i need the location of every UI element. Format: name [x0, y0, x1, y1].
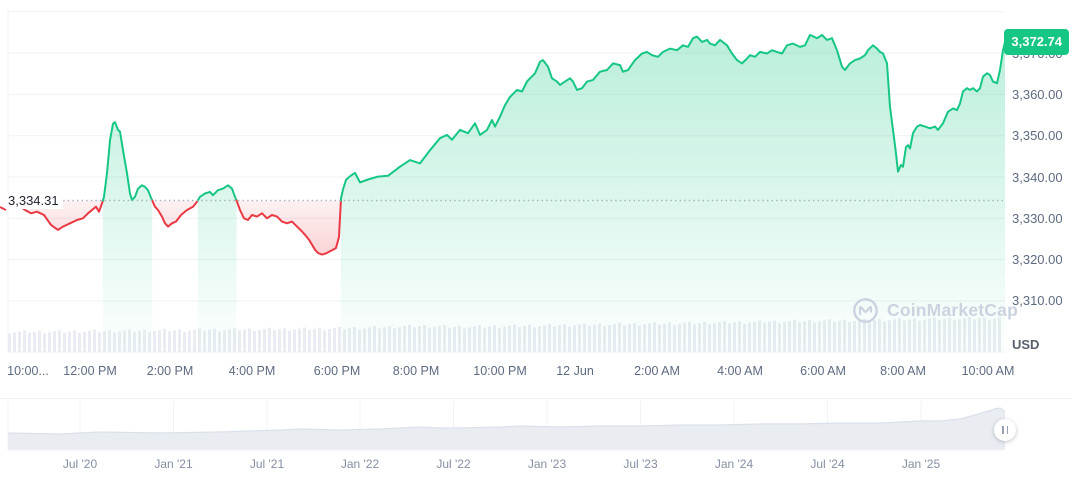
x-axis-tick-label: 10:00 AM: [961, 364, 1015, 378]
price-line-up: [339, 33, 1006, 202]
navigator-date-label: Jul '24: [810, 457, 845, 471]
navigator-date-label: Jul '20: [62, 457, 98, 471]
area-above-baseline: [197, 185, 237, 352]
navigator-area-top-line: [7, 407, 1006, 435]
y-axis-tick-label: 3,350.00: [1012, 128, 1063, 144]
series-edge-tick: [0, 206, 7, 211]
price-line-up: [196, 184, 238, 202]
main-chart-svg: [0, 10, 1006, 353]
navigator-drag-handle[interactable]: [994, 419, 1016, 441]
price-line-up: [101, 121, 154, 202]
navigator-date-label: Jul '23: [623, 457, 658, 471]
x-axis-tick-label: 2:00 PM: [146, 364, 194, 378]
y-axis-tick-label: 3,310.00: [1012, 293, 1063, 309]
price-line-down: [7, 199, 104, 231]
current-price-badge: 3,372.74: [1004, 29, 1069, 55]
x-axis-tick-label: 8:00 PM: [392, 364, 440, 378]
y-axis-tick-label: 3,360.00: [1012, 86, 1063, 102]
x-axis-tick-label: 2:00 AM: [634, 364, 680, 378]
navigator-date-label: Jul '21: [249, 457, 285, 471]
navigator-date-label: Jan '21: [154, 457, 193, 471]
timeline-navigator[interactable]: [0, 398, 1072, 454]
coinmarketcap-logo-icon: [852, 297, 879, 324]
price-line-down: [151, 199, 199, 228]
y-axis-tick-label: 3,340.00: [1012, 169, 1063, 185]
baseline-price-label: 3,334.31: [5, 193, 63, 209]
x-axis-tick-label: 12:00 PM: [63, 364, 117, 378]
x-axis-tick-label: 6:00 AM: [800, 364, 846, 378]
navigator-date-label: Jan '25: [901, 457, 941, 471]
x-axis-tick-label: 10:00 PM: [473, 364, 527, 378]
price-line-down: [235, 199, 342, 256]
x-axis-tick-label: 10:00...: [7, 364, 49, 378]
y-axis-tick-label: 3,320.00: [1012, 252, 1063, 268]
area-above-baseline: [102, 122, 153, 352]
area-below-baseline: [236, 200, 341, 255]
x-axis-tick-label: 8:00 AM: [880, 364, 926, 378]
y-axis-tick-label: 3,330.00: [1012, 210, 1063, 226]
navigator-date-label: Jan '23: [527, 457, 567, 471]
watermark: CoinMarketCap: [852, 297, 1018, 324]
navigator-date-label: Jan '24: [714, 457, 754, 471]
price-chart-plot[interactable]: [0, 0, 1006, 354]
x-axis-tick-label: 4:00 PM: [228, 364, 276, 378]
navigator-svg: [0, 398, 1072, 451]
navigator-date-label: Jan '22: [340, 457, 380, 471]
navigator-date-label: Jul '22: [436, 457, 471, 471]
watermark-text: CoinMarketCap: [887, 300, 1018, 320]
x-axis-tick-label: 6:00 PM: [313, 364, 361, 378]
x-axis-tick-label: 4:00 AM: [717, 364, 763, 378]
x-axis-tick-label: 12 Jun: [556, 364, 594, 378]
area-above-baseline: [340, 34, 1005, 353]
navigator-area[interactable]: [8, 408, 1005, 450]
y-axis-unit-label: USD: [1012, 337, 1040, 352]
